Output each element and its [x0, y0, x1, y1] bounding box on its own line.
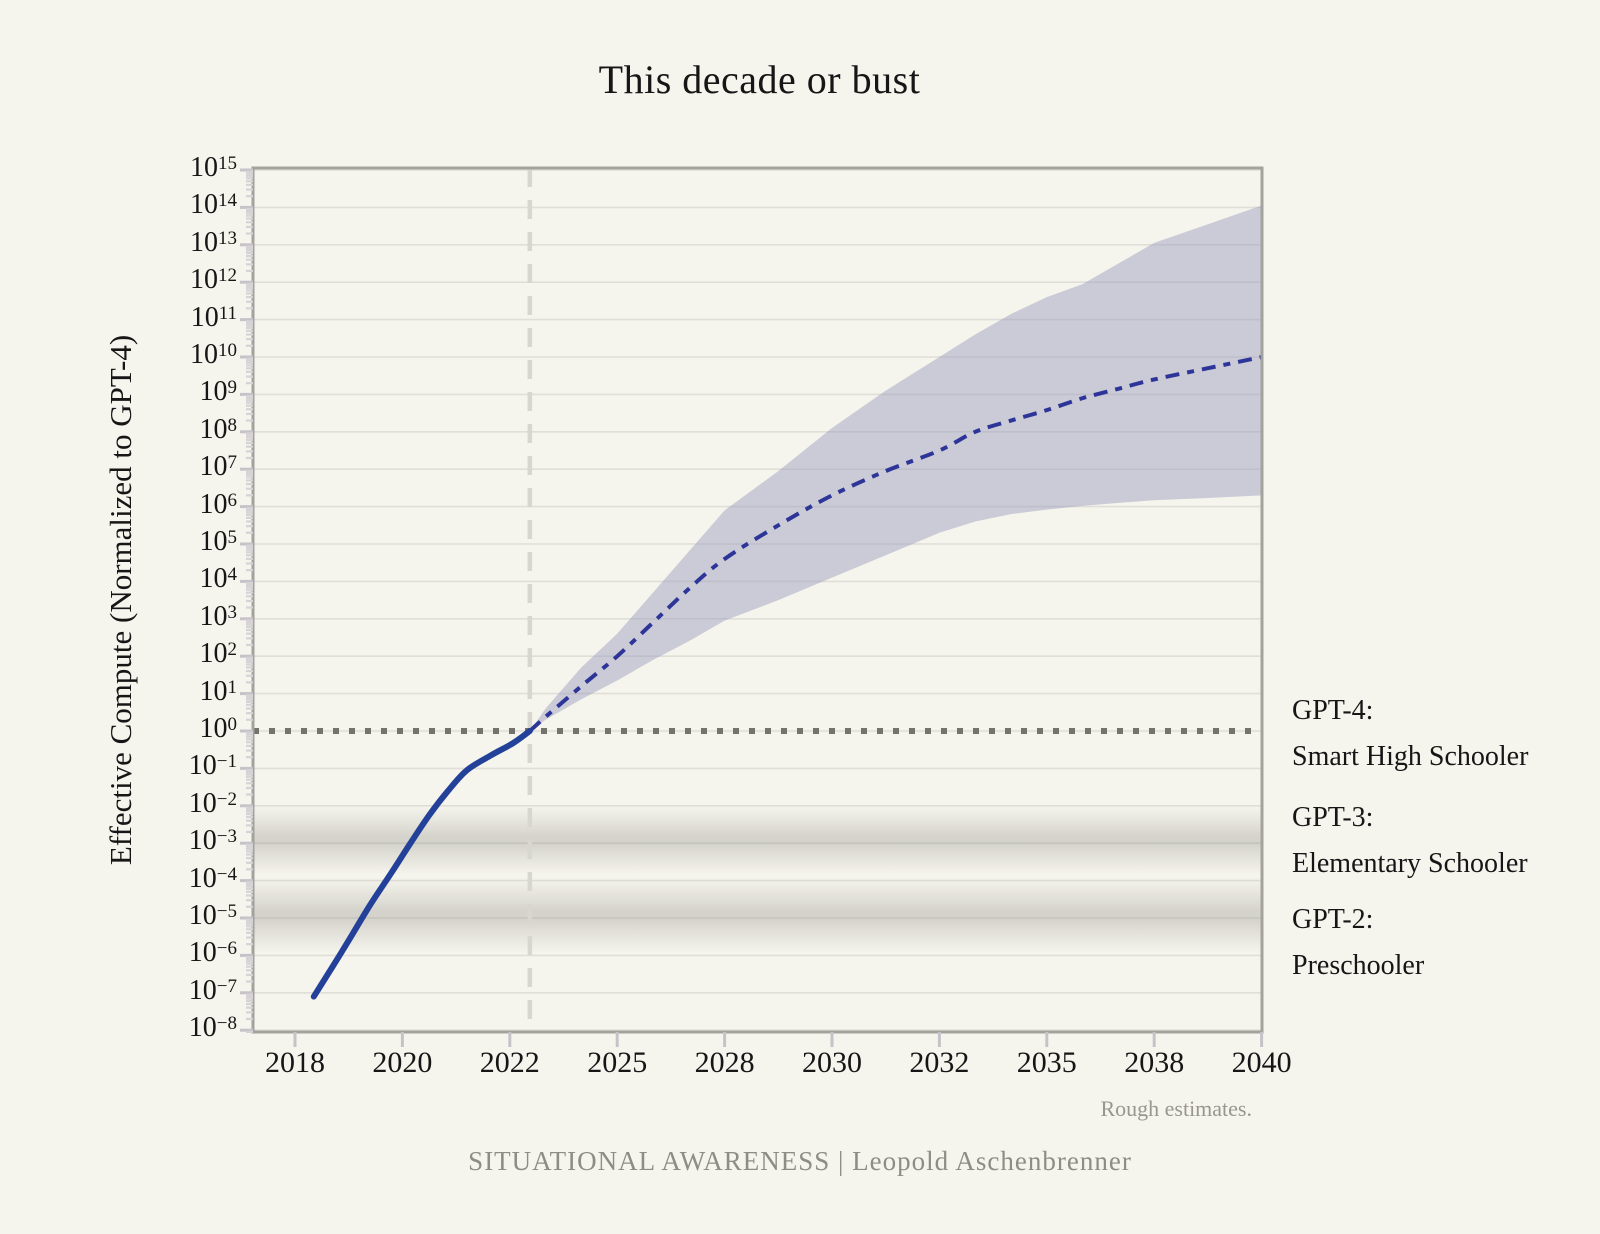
y-tick-exponent: 12 — [218, 265, 237, 287]
y-tick-label: 1012 — [190, 264, 237, 296]
annotation-gpt3: GPT-3: Elementary Schooler — [1292, 795, 1528, 887]
x-tick-label: 2018 — [265, 1046, 325, 1079]
annotation-gpt2: GPT-2: Preschooler — [1292, 897, 1424, 989]
y-tick-exponent: 5 — [227, 527, 238, 548]
x-tick-label: 2022 — [479, 1046, 540, 1079]
y-tick-exponent: 1 — [227, 676, 238, 698]
annotation-gpt2-desc: Preschooler — [1292, 950, 1425, 981]
y-tick-label: 102 — [199, 638, 238, 670]
x-tick-label: 2028 — [694, 1046, 755, 1079]
x-tick-label: 2032 — [909, 1046, 970, 1079]
y-tick-label: 1013 — [190, 226, 237, 258]
y-tick-label: 108 — [199, 413, 238, 445]
annotation-gpt4-desc: Smart High Schooler — [1292, 741, 1529, 772]
historical-line — [310, 728, 533, 1000]
y-tick-exponent: 7 — [227, 452, 238, 474]
chart-title: This decade or bust — [598, 57, 921, 102]
y-tick-exponent: −3 — [216, 826, 237, 848]
y-tick-label: 10−5 — [188, 900, 237, 931]
x-tick-label: 2035 — [1016, 1046, 1077, 1079]
x-tick-label: 2040 — [1231, 1046, 1292, 1079]
y-tick-exponent: 9 — [227, 377, 238, 399]
y-tick-label: 101 — [199, 675, 238, 707]
y-tick-label: 10−2 — [188, 787, 237, 819]
y-tick-exponent: 14 — [218, 190, 237, 212]
y-tick-exponent: −1 — [216, 751, 237, 773]
annotation-gpt2-name: GPT-2: — [1292, 904, 1374, 935]
model-stripe-gpt-3 — [253, 805, 1262, 875]
y-tick-exponent: 2 — [227, 639, 238, 661]
annotation-gpt3-desc: Elementary Schooler — [1292, 848, 1528, 879]
y-tick-label: 103 — [199, 600, 238, 632]
x-tick-label: 2020 — [372, 1046, 433, 1079]
y-tick-label: 10−7 — [188, 974, 237, 1006]
y-tick-label: 1014 — [190, 189, 237, 221]
y-tick-exponent: −8 — [216, 1013, 237, 1035]
annotation-gpt4-name: GPT-4: — [1292, 695, 1374, 726]
y-tick-label: 10−8 — [188, 1012, 237, 1044]
x-tick-label: 2030 — [802, 1046, 862, 1079]
y-tick-label: 1015 — [190, 152, 237, 183]
y-tick-exponent: −2 — [216, 788, 237, 810]
annotation-gpt3-name: GPT-3: — [1292, 802, 1374, 833]
chart-note: Rough estimates. — [1100, 1096, 1252, 1121]
y-tick-exponent: 11 — [218, 302, 237, 324]
y-tick-label: 107 — [199, 451, 238, 483]
y-tick-label: 10−6 — [188, 937, 237, 969]
footer-attribution: SITUATIONAL AWARENESS | Leopold Aschenbr… — [468, 1146, 1132, 1176]
y-tick-exponent: 4 — [227, 564, 238, 586]
projection-line — [528, 355, 1263, 733]
y-tick-label: 1011 — [190, 301, 237, 333]
y-tick-label: 105 — [199, 526, 238, 557]
y-tick-label: 10−4 — [188, 862, 237, 894]
y-tick-exponent: 15 — [218, 153, 237, 174]
annotation-gpt4: GPT-4: Smart High Schooler — [1292, 688, 1528, 780]
x-tick-label: 2038 — [1124, 1046, 1185, 1079]
y-tick-label: 10−3 — [188, 825, 237, 857]
y-tick-label: 106 — [199, 488, 238, 520]
y-tick-exponent: −6 — [216, 938, 237, 960]
y-tick-exponent: 10 — [218, 340, 237, 361]
y-tick-exponent: 0 — [227, 714, 238, 735]
y-tick-exponent: 8 — [227, 414, 238, 436]
y-tick-label: 104 — [199, 563, 238, 595]
y-tick-label: 1010 — [190, 339, 237, 370]
y-tick-label: 10−1 — [188, 750, 237, 782]
y-tick-exponent: 13 — [218, 227, 237, 249]
y-tick-exponent: 6 — [227, 489, 238, 511]
y-tick-exponent: −4 — [216, 863, 237, 885]
y-tick-label: 109 — [199, 376, 238, 408]
model-stripe-gpt-2 — [253, 876, 1262, 954]
y-tick-exponent: 3 — [227, 601, 238, 623]
y-tick-exponent: −5 — [216, 901, 237, 922]
y-tick-label: 100 — [199, 713, 238, 744]
y-tick-exponent: −7 — [216, 975, 237, 997]
x-tick-label: 2025 — [587, 1046, 648, 1079]
